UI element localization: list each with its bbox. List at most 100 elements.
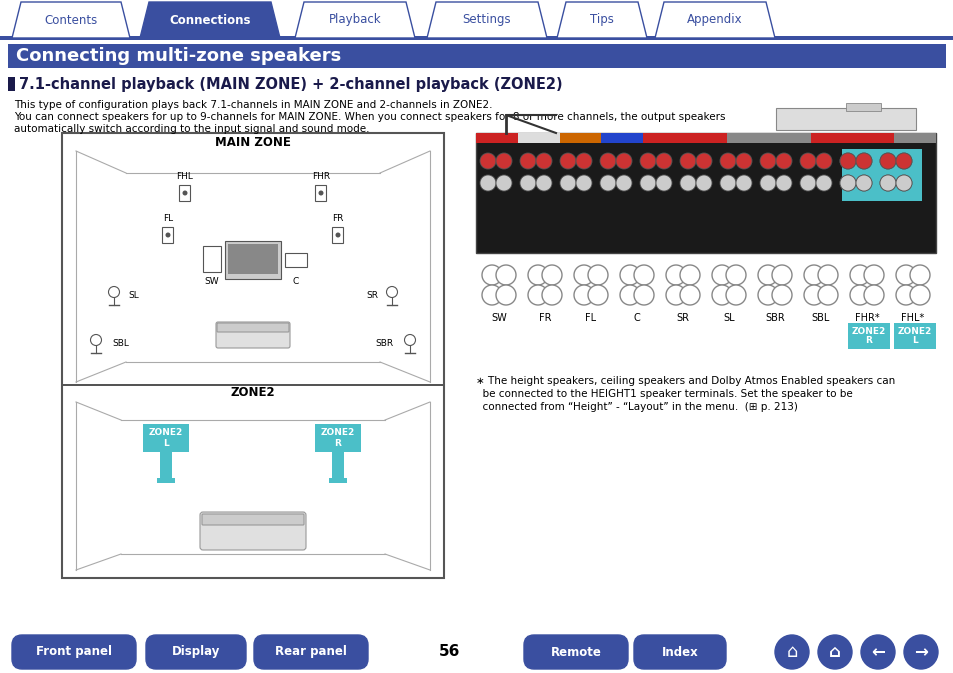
Circle shape (735, 153, 751, 169)
Circle shape (527, 265, 547, 285)
Circle shape (679, 265, 700, 285)
Circle shape (587, 265, 607, 285)
Polygon shape (140, 2, 280, 38)
Bar (851, 133, 872, 143)
Text: Playback: Playback (329, 13, 381, 26)
Bar (314, 424, 360, 452)
FancyBboxPatch shape (216, 323, 289, 332)
Circle shape (771, 265, 791, 285)
Text: Connections: Connections (169, 13, 251, 26)
Bar (872, 133, 893, 143)
Bar (179, 185, 191, 201)
Bar (893, 323, 935, 349)
Circle shape (840, 153, 855, 169)
Circle shape (840, 175, 855, 191)
Circle shape (165, 232, 171, 238)
Text: SR: SR (366, 291, 377, 301)
Bar (768, 133, 789, 143)
Circle shape (679, 175, 696, 191)
Bar (329, 478, 347, 483)
Circle shape (639, 153, 656, 169)
Circle shape (109, 287, 119, 297)
Circle shape (496, 265, 516, 285)
Circle shape (861, 635, 894, 669)
Bar (476, 133, 497, 143)
Text: 56: 56 (438, 645, 460, 660)
FancyBboxPatch shape (12, 635, 136, 669)
Circle shape (909, 265, 929, 285)
Text: be connected to the HEIGHT1 speaker terminals. Set the speaker to be: be connected to the HEIGHT1 speaker term… (476, 389, 852, 399)
Text: FHR: FHR (312, 172, 330, 181)
Circle shape (91, 334, 101, 345)
Circle shape (800, 153, 815, 169)
Circle shape (634, 265, 654, 285)
Circle shape (576, 153, 592, 169)
Bar (914, 133, 935, 143)
FancyBboxPatch shape (146, 635, 246, 669)
Bar (0, 36, 953, 40)
Circle shape (541, 265, 561, 285)
Bar (333, 227, 343, 243)
Bar (62, 133, 443, 578)
Text: SBL: SBL (811, 313, 829, 323)
Circle shape (895, 175, 911, 191)
Text: SR: SR (676, 313, 689, 323)
Circle shape (855, 175, 871, 191)
Bar (580, 133, 600, 143)
Circle shape (895, 285, 915, 305)
Circle shape (481, 285, 501, 305)
Bar (225, 241, 281, 279)
Text: Rear panel: Rear panel (274, 645, 347, 658)
Bar (332, 452, 344, 478)
Bar (600, 133, 621, 143)
Bar (663, 133, 684, 143)
Text: Appendix: Appendix (686, 13, 742, 26)
Text: SBR: SBR (375, 339, 394, 349)
Text: Settings: Settings (462, 13, 511, 26)
Circle shape (849, 265, 869, 285)
Circle shape (879, 175, 895, 191)
Circle shape (665, 285, 685, 305)
Text: This type of configuration plays back 7.1-channels in MAIN ZONE and 2-channels i: This type of configuration plays back 7.… (14, 100, 492, 110)
Circle shape (817, 265, 837, 285)
Circle shape (536, 153, 552, 169)
Circle shape (656, 175, 671, 191)
Circle shape (665, 265, 685, 285)
Text: MAIN ZONE: MAIN ZONE (214, 135, 291, 149)
Circle shape (619, 285, 639, 305)
Polygon shape (12, 2, 130, 38)
Circle shape (909, 285, 929, 305)
Circle shape (774, 635, 808, 669)
Circle shape (404, 334, 416, 345)
Bar (831, 133, 851, 143)
Circle shape (840, 175, 855, 191)
Bar (893, 133, 914, 143)
Text: SL: SL (128, 291, 138, 301)
Circle shape (619, 265, 639, 285)
Circle shape (879, 153, 895, 169)
Bar (476, 133, 935, 253)
FancyBboxPatch shape (634, 635, 725, 669)
Text: FL: FL (163, 214, 172, 223)
Circle shape (386, 287, 397, 297)
Text: ⌂: ⌂ (828, 643, 840, 661)
Circle shape (771, 285, 791, 305)
FancyBboxPatch shape (523, 635, 627, 669)
Bar (642, 133, 663, 143)
Circle shape (559, 175, 576, 191)
Polygon shape (427, 2, 546, 38)
Circle shape (855, 175, 871, 191)
Circle shape (496, 153, 512, 169)
Circle shape (574, 265, 594, 285)
Text: ZONE2
L: ZONE2 L (897, 326, 931, 345)
Bar (8, 44, 945, 68)
Bar (789, 133, 810, 143)
Text: Tips: Tips (590, 13, 614, 26)
Text: SW: SW (491, 313, 506, 323)
Circle shape (335, 232, 340, 238)
Bar (775, 108, 915, 130)
Circle shape (519, 175, 536, 191)
Text: ZONE2
L: ZONE2 L (149, 429, 183, 448)
Circle shape (656, 153, 671, 169)
Text: →: → (913, 643, 927, 661)
